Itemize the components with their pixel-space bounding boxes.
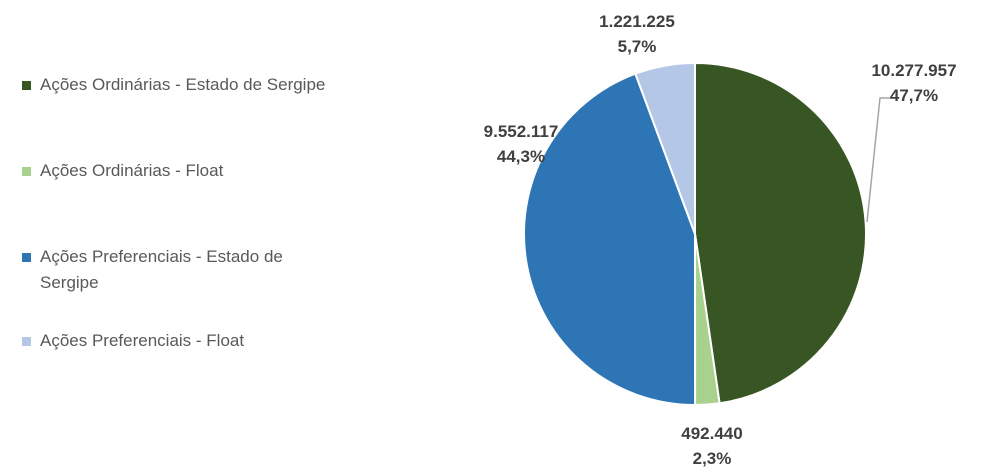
data-label-percent: 44,3% [497, 147, 545, 166]
data-label-value: 9.552.117 [484, 122, 559, 141]
pie-slices [523, 61, 868, 407]
pie-slice [634, 61, 696, 235]
data-labels: 10.277.957 47,7% 492.440 2,3% 9.552.117 44,3%… [484, 12, 957, 468]
legend-swatch [22, 81, 31, 90]
pie-slice [694, 61, 868, 405]
legend-swatch [22, 167, 31, 176]
data-label-value: 10.277.957 [871, 61, 956, 80]
leader-line [866, 97, 890, 223]
legend-item: Ações Preferenciais - Float [22, 328, 340, 354]
legend-label: Ações Ordinárias - Estado de Sergipe [40, 75, 326, 94]
legend-swatch [22, 337, 31, 346]
data-label-value: 492.440 [681, 424, 742, 443]
legend-label: Ações Preferenciais - Float [40, 331, 245, 350]
legend-item: Ações Ordinárias - Estado de Sergipe [22, 72, 340, 98]
legend-label: Ações Preferenciais - Estado de Sergipe [40, 247, 283, 292]
data-label-percent: 47,7% [890, 86, 938, 105]
legend-label: Ações Ordinárias - Float [40, 161, 224, 180]
legend-swatch [22, 253, 31, 262]
data-label-percent: 2,3% [693, 449, 732, 468]
pie-slice [523, 72, 697, 407]
legend-item: Ações Ordinárias - Float [22, 158, 340, 184]
legend-item: Ações Preferenciais - Estado de Sergipe [22, 244, 340, 296]
data-label-value: 1.221.225 [599, 12, 675, 31]
data-label-percent: 5,7% [618, 37, 657, 56]
